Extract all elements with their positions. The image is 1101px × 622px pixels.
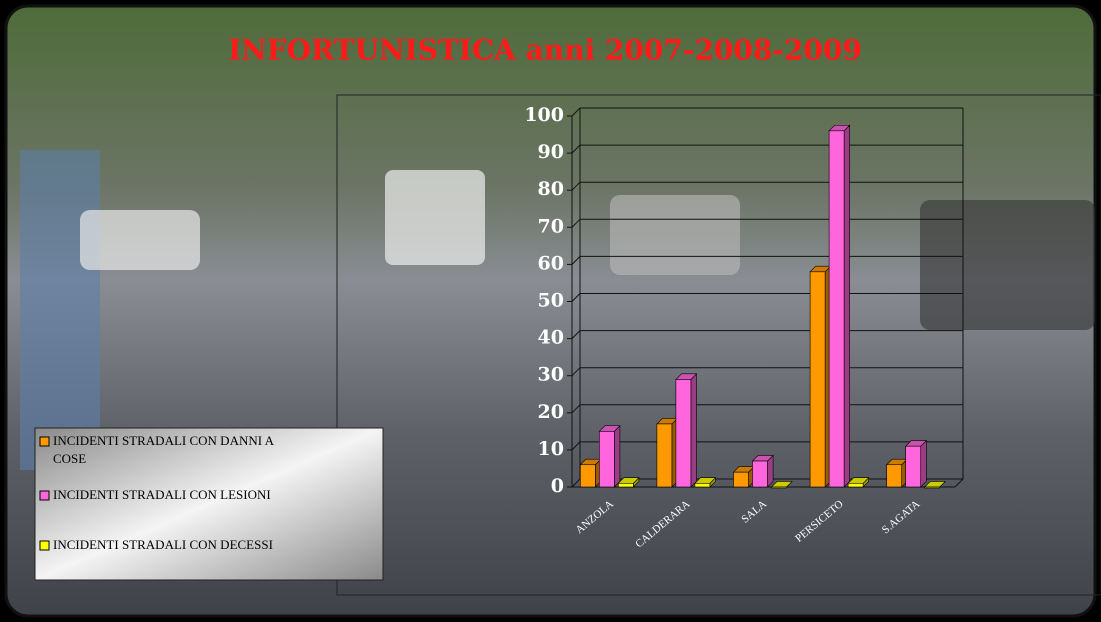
y-tick-label: 10 bbox=[538, 438, 564, 460]
bar-side bbox=[920, 439, 927, 488]
grid-line bbox=[571, 367, 581, 377]
bar bbox=[770, 481, 793, 489]
y-tick-label: 0 bbox=[551, 475, 564, 497]
grid-line bbox=[571, 441, 581, 451]
bar-front bbox=[675, 379, 692, 488]
bar-front bbox=[656, 423, 673, 488]
legend-label: INCIDENTI STRADALI CON DECESSI bbox=[53, 537, 273, 552]
bar bbox=[675, 373, 698, 488]
grid-line bbox=[571, 404, 581, 414]
bar-front bbox=[809, 271, 826, 488]
bar bbox=[847, 476, 870, 488]
bar-front bbox=[828, 130, 845, 488]
bar bbox=[617, 476, 640, 488]
bar-side bbox=[613, 425, 621, 488]
bar bbox=[579, 458, 602, 488]
grid-line bbox=[571, 256, 581, 265]
bar-front bbox=[847, 482, 864, 488]
bar bbox=[694, 476, 717, 488]
bar bbox=[904, 439, 928, 488]
y-tick-label: 90 bbox=[538, 141, 564, 163]
y-tick-label: 80 bbox=[538, 178, 564, 200]
legend-box bbox=[34, 427, 384, 581]
bar-front bbox=[598, 431, 615, 488]
photo-van bbox=[385, 170, 485, 265]
bar bbox=[656, 417, 679, 488]
grid-line bbox=[571, 218, 581, 228]
legend-swatch bbox=[39, 436, 50, 447]
grid-line bbox=[571, 181, 581, 191]
y-tick-label: 40 bbox=[538, 327, 564, 349]
y-tick-label: 70 bbox=[538, 215, 564, 237]
y-tick-label: 100 bbox=[524, 104, 564, 126]
photo-car bbox=[920, 200, 1095, 330]
photo-car bbox=[20, 150, 100, 470]
bar bbox=[598, 425, 621, 488]
photo-car bbox=[610, 195, 740, 275]
legend-label: INCIDENTI STRADALI CON LESIONI bbox=[53, 487, 271, 502]
bar bbox=[885, 458, 909, 488]
bar-front bbox=[579, 464, 596, 488]
legend-swatch bbox=[39, 540, 50, 551]
bar bbox=[923, 481, 947, 489]
grid-line bbox=[571, 478, 581, 488]
bar bbox=[828, 124, 851, 488]
grid-line bbox=[571, 293, 581, 302]
bar bbox=[809, 265, 832, 488]
grid-line bbox=[571, 144, 581, 154]
bar-front bbox=[905, 445, 922, 488]
photo-car bbox=[80, 210, 200, 270]
y-tick-label: 30 bbox=[538, 364, 564, 386]
bar-front bbox=[886, 464, 903, 488]
y-tick-label: 60 bbox=[538, 252, 564, 274]
bar-front bbox=[752, 460, 768, 488]
y-tick-label: 50 bbox=[538, 290, 564, 312]
bar bbox=[732, 465, 755, 488]
legend-swatch bbox=[39, 490, 50, 501]
bar-front bbox=[617, 482, 634, 488]
legend-line: INCIDENTI STRADALI CON DANNI A bbox=[53, 433, 275, 448]
plot-frame bbox=[336, 94, 1101, 596]
floor-side bbox=[954, 478, 964, 488]
bar-side bbox=[690, 373, 697, 488]
grid-line bbox=[571, 330, 581, 339]
bar-side bbox=[843, 124, 851, 488]
bar-front bbox=[733, 471, 749, 488]
bar bbox=[751, 454, 774, 488]
bar-front bbox=[771, 486, 787, 489]
bar-front bbox=[694, 482, 711, 488]
bar-front bbox=[924, 486, 941, 489]
y-tick-label: 20 bbox=[538, 401, 564, 423]
chart-title: INFORTUNISTICA anni 2007-2008-2009 bbox=[228, 34, 862, 67]
legend-line: COSE bbox=[53, 451, 86, 466]
grid-line bbox=[571, 107, 581, 117]
legend-label: INCIDENTI STRADALI CON DANNI A COSE bbox=[53, 433, 275, 466]
